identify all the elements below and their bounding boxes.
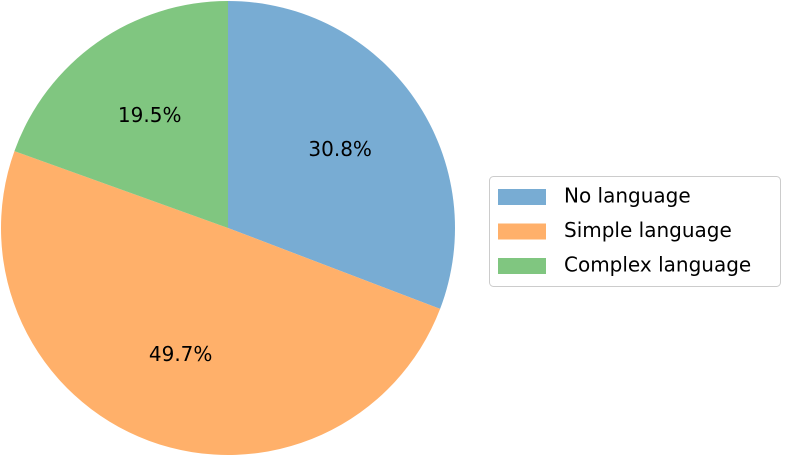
legend-label: Complex language: [564, 253, 751, 277]
legend-swatch: [498, 223, 546, 240]
legend-label: No language: [564, 184, 691, 208]
pie-slice: [228, 1, 455, 309]
slice-label: 49.7%: [149, 342, 213, 366]
legend-swatch: [498, 258, 546, 274]
slice-label: 30.8%: [308, 137, 372, 161]
legend-label: Simple language: [564, 218, 732, 242]
legend-swatch: [498, 189, 546, 205]
slice-label: 19.5%: [118, 103, 182, 127]
pie-slice: [14, 1, 229, 228]
legend-box: [489, 176, 781, 287]
pie-slice: [1, 151, 441, 455]
